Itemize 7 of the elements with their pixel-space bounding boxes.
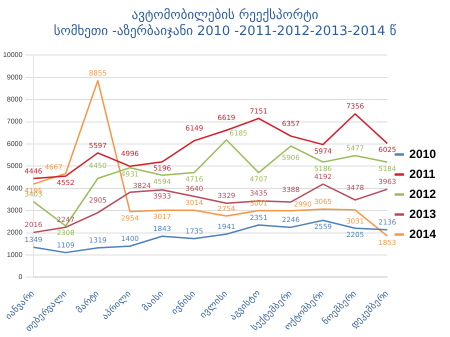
legend-label: 2014 xyxy=(409,226,436,241)
chart-title: ავტომობილების რეექსპორტი xyxy=(130,8,320,24)
legend-label: 2012 xyxy=(409,186,436,201)
legend-label: 2010 xyxy=(409,146,436,161)
legend-label: 2011 xyxy=(409,166,436,181)
chart-subtitle: სომხეთი -აზერბაიჯანი 2010 -2011-2012-2013-2014 წ xyxy=(52,24,398,40)
legend-label: 2013 xyxy=(409,206,436,221)
